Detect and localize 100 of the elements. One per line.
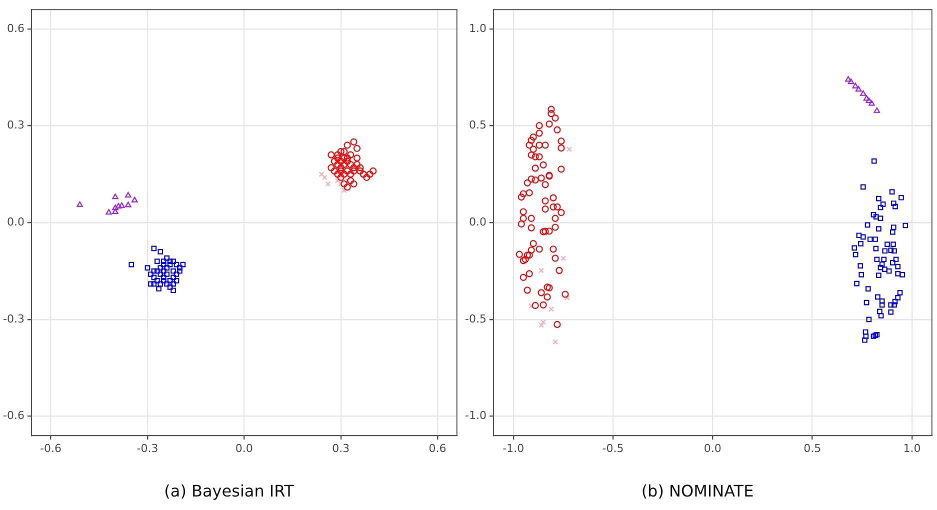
point [356, 164, 364, 172]
y-tick-label: 0.3 [6, 118, 24, 132]
point [154, 278, 160, 284]
point [353, 144, 361, 152]
point [128, 262, 134, 268]
point [337, 164, 344, 172]
y-tick-label: -0.6 [2, 409, 24, 422]
x-tick-label: -0.3 [136, 442, 158, 456]
point [370, 167, 377, 175]
point [170, 274, 176, 280]
point [344, 154, 351, 162]
point [340, 160, 348, 168]
point [566, 146, 572, 152]
point [131, 196, 138, 202]
point [170, 288, 176, 294]
x-tick-label: 1.0 [903, 442, 921, 456]
point [125, 192, 132, 198]
point [115, 202, 122, 209]
point [76, 201, 83, 207]
point [528, 303, 534, 309]
point [330, 167, 338, 175]
point [860, 90, 866, 96]
point [158, 272, 164, 277]
point [177, 268, 182, 274]
point [325, 181, 331, 187]
point [346, 177, 354, 184]
point [156, 286, 162, 292]
point [344, 167, 351, 175]
point [350, 180, 358, 188]
point [158, 265, 164, 270]
point [148, 272, 154, 277]
point [112, 194, 118, 200]
point [177, 265, 182, 270]
point [174, 272, 180, 277]
point [344, 158, 351, 165]
point [144, 265, 150, 270]
point [160, 268, 166, 274]
point [874, 107, 880, 113]
point [170, 268, 176, 274]
point [164, 265, 170, 270]
point [334, 151, 342, 158]
y-tick-label: 0.6 [6, 22, 24, 35]
point [346, 170, 354, 178]
x-tick-label: 0.5 [804, 442, 822, 456]
point [346, 151, 354, 158]
point [852, 82, 859, 88]
point [560, 256, 566, 261]
point [346, 160, 354, 168]
point [845, 76, 852, 82]
point [868, 100, 875, 106]
point [151, 274, 157, 280]
point [180, 262, 186, 268]
point [350, 167, 358, 175]
point [337, 167, 344, 175]
point [164, 272, 170, 277]
point [118, 202, 125, 208]
y-tick-label: -0.5 [464, 312, 486, 326]
point [154, 268, 160, 274]
point [158, 248, 164, 254]
point [151, 246, 157, 252]
point [366, 170, 374, 178]
point [363, 174, 370, 181]
y-tick-label: 0.0 [6, 215, 24, 228]
point [340, 180, 348, 188]
text: (b) NOMINATE [641, 482, 754, 501]
point [341, 188, 347, 193]
point [160, 274, 166, 280]
point [167, 262, 173, 268]
point [174, 262, 180, 268]
point [330, 158, 338, 165]
point [125, 202, 132, 208]
y-tick-label: 0.5 [468, 118, 486, 132]
point [350, 138, 358, 146]
x-tick-label: -0.5 [602, 442, 624, 456]
point [328, 151, 335, 158]
point [353, 154, 361, 162]
x-tick-label: 0.6 [428, 442, 446, 456]
y-tick-label: -0.3 [2, 312, 24, 326]
point [167, 278, 173, 284]
point [160, 278, 166, 284]
point [538, 322, 544, 328]
x-tick-label: 0.0 [235, 442, 253, 456]
point [164, 255, 170, 261]
x-tick-label: 0.0 [704, 442, 722, 456]
point [160, 262, 166, 268]
point [112, 208, 118, 214]
point [344, 142, 351, 149]
point [350, 164, 358, 172]
point [340, 154, 348, 162]
point [151, 281, 157, 287]
point [334, 178, 340, 184]
point [160, 258, 166, 264]
point [353, 160, 361, 168]
point [344, 184, 351, 191]
point [154, 258, 160, 264]
point [548, 306, 554, 312]
point [337, 174, 344, 181]
point [337, 148, 344, 156]
point [151, 268, 157, 274]
point [538, 268, 544, 274]
